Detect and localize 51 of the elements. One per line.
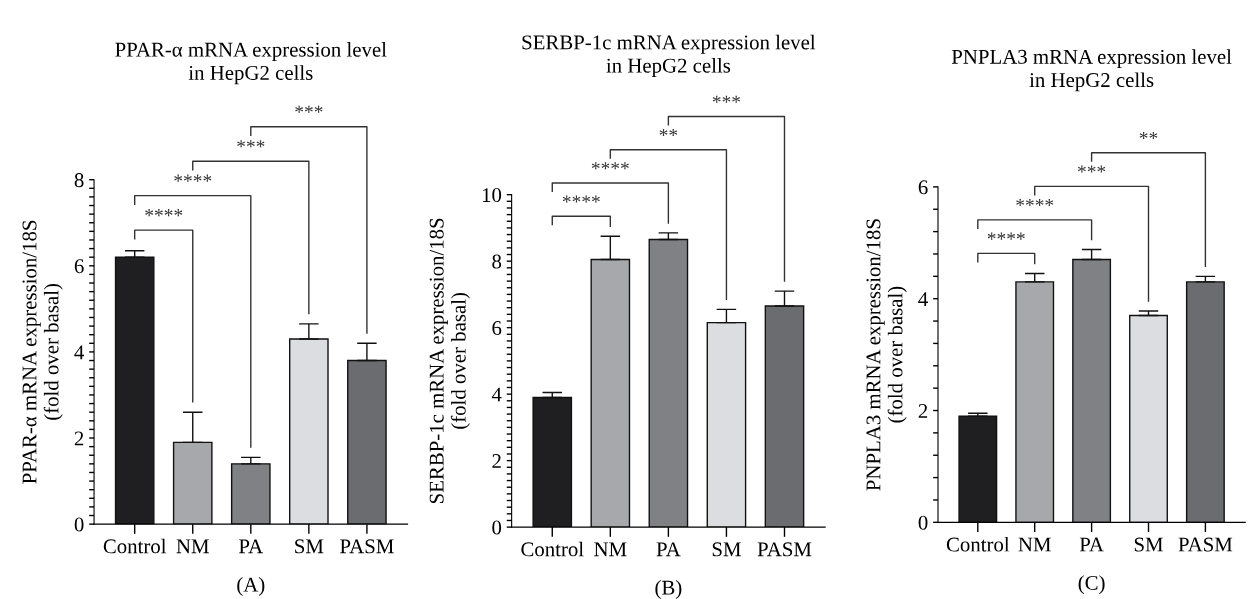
x-tick-label: Control — [946, 536, 1010, 552]
y-tick-label: 2 — [492, 454, 501, 468]
y-tick-label: 0 — [74, 517, 84, 532]
x-tick-label: PA — [1079, 537, 1104, 552]
y-tick-label: 8 — [492, 254, 502, 269]
y-tick-label: 4 — [918, 292, 928, 306]
y-tick-label: 2 — [918, 403, 928, 418]
y-axis-title: PNPLA3 mRNA expression/18S (fold over basal) — [866, 219, 907, 491]
y-tick-label: 2 — [74, 431, 84, 446]
text: *** — [1077, 165, 1106, 173]
y-axis-title: PPAR-α mRNA expression/18S (fold over basal) — [22, 220, 63, 484]
chart-title: SERBP-1c mRNA expression level in HepG2 cells — [522, 34, 816, 77]
text: *** — [295, 105, 323, 113]
x-tick-label: SM — [1134, 537, 1163, 552]
y-tick-label: 6 — [492, 321, 502, 336]
annotation: **** — [174, 174, 212, 182]
x-tick-label: SM — [712, 542, 741, 557]
x-tick-label: PASM — [340, 539, 394, 554]
y-tick-label: 0 — [918, 515, 928, 530]
text: *** — [237, 140, 265, 148]
chart-title: PPAR-α mRNA expression level in HepG2 cells — [115, 42, 387, 85]
x-tick-label: Control — [521, 541, 584, 557]
y-axis-title: SERBP-1c mRNA expression/18S (fold over basal) — [429, 218, 470, 504]
y-tick-label: 8 — [74, 173, 84, 188]
text: ** — [1139, 131, 1158, 140]
text: *** — [712, 95, 741, 103]
y-tick-label: 4 — [74, 345, 84, 360]
y-tick-label: 4 — [491, 387, 502, 402]
y-tick-label: 0 — [492, 520, 502, 535]
x-tick-label: NM — [594, 542, 627, 557]
x-tick-label: NM — [176, 539, 209, 554]
x-tick-label: NM — [1018, 537, 1051, 552]
y-tick-label: 6 — [918, 180, 928, 195]
x-tick-label: PASM — [757, 542, 812, 557]
x-tick-label: PA — [656, 542, 681, 557]
text: **** — [591, 162, 629, 170]
x-tick-label: PASM — [1178, 537, 1233, 552]
y-tick-label: 10 — [482, 188, 502, 203]
annotation: **** — [562, 195, 600, 203]
x-axis-title: (A) — [237, 577, 265, 596]
x-tick-label: SM — [295, 539, 324, 554]
y-tick-label: 6 — [74, 259, 84, 274]
chart-title: PNPLA3 mRNA expression level in HepG2 cells — [951, 49, 1232, 92]
x-tick-label: PA — [239, 539, 264, 554]
x-axis-title: (B) — [655, 580, 682, 599]
text: ** — [659, 128, 678, 137]
x-tick-label: Control — [103, 538, 167, 554]
annotation: **** — [145, 209, 183, 217]
annotation: **** — [987, 232, 1025, 240]
annotation: **** — [1016, 198, 1054, 207]
x-axis-title: (C) — [1078, 575, 1105, 595]
